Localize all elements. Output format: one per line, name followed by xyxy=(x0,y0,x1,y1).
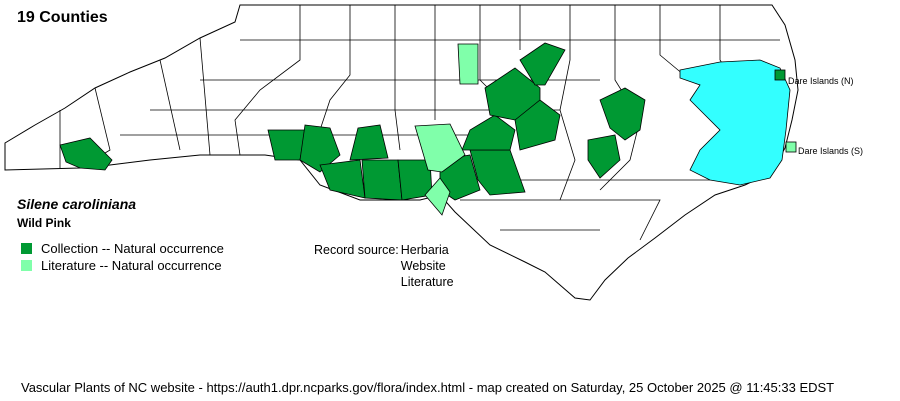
record-source: Record source: Herbaria Website Literatu… xyxy=(314,242,454,290)
county-collection xyxy=(361,159,403,201)
county-collection xyxy=(349,124,389,161)
record-source-value: Website xyxy=(400,259,446,273)
footer-credit: Vascular Plants of NC website - https://… xyxy=(21,380,835,395)
dare-islands-s-marker xyxy=(785,141,797,153)
county-collection xyxy=(267,129,306,161)
legend-item-collection: Collection -- Natural occurrence xyxy=(21,241,224,256)
record-source-label: Record source: xyxy=(314,243,399,257)
literature-counties xyxy=(414,43,797,216)
county-collection xyxy=(319,159,366,199)
county-collection xyxy=(514,99,561,151)
county-collection xyxy=(461,114,516,151)
county-collection xyxy=(519,42,566,86)
county-literature xyxy=(457,43,479,85)
county-literature xyxy=(424,177,451,216)
county-literature xyxy=(414,123,466,173)
legend-label: Literature -- Natural occurrence xyxy=(41,258,222,273)
legend-item-literature: Literature -- Natural occurrence xyxy=(21,258,222,273)
county-collection xyxy=(587,134,621,179)
county-collection xyxy=(59,137,113,171)
record-source-value: Herbaria xyxy=(400,243,449,257)
county-collection xyxy=(599,87,646,141)
literature-swatch xyxy=(21,260,32,271)
scientific-name: Silene caroliniana xyxy=(17,196,137,212)
legend-label: Collection -- Natural occurrence xyxy=(41,241,224,256)
pamlico-albemarle-sound xyxy=(679,59,791,186)
common-name: Wild Pink xyxy=(17,216,71,230)
dare-islands-s-label: Dare Islands (S) xyxy=(798,146,864,156)
collection-swatch xyxy=(21,243,32,254)
dare-islands-n-label: Dare Islands (N) xyxy=(788,76,854,86)
dare-islands-n-marker xyxy=(774,69,786,81)
record-source-value: Literature xyxy=(400,275,454,289)
county-count-title: 19 Counties xyxy=(17,9,108,26)
